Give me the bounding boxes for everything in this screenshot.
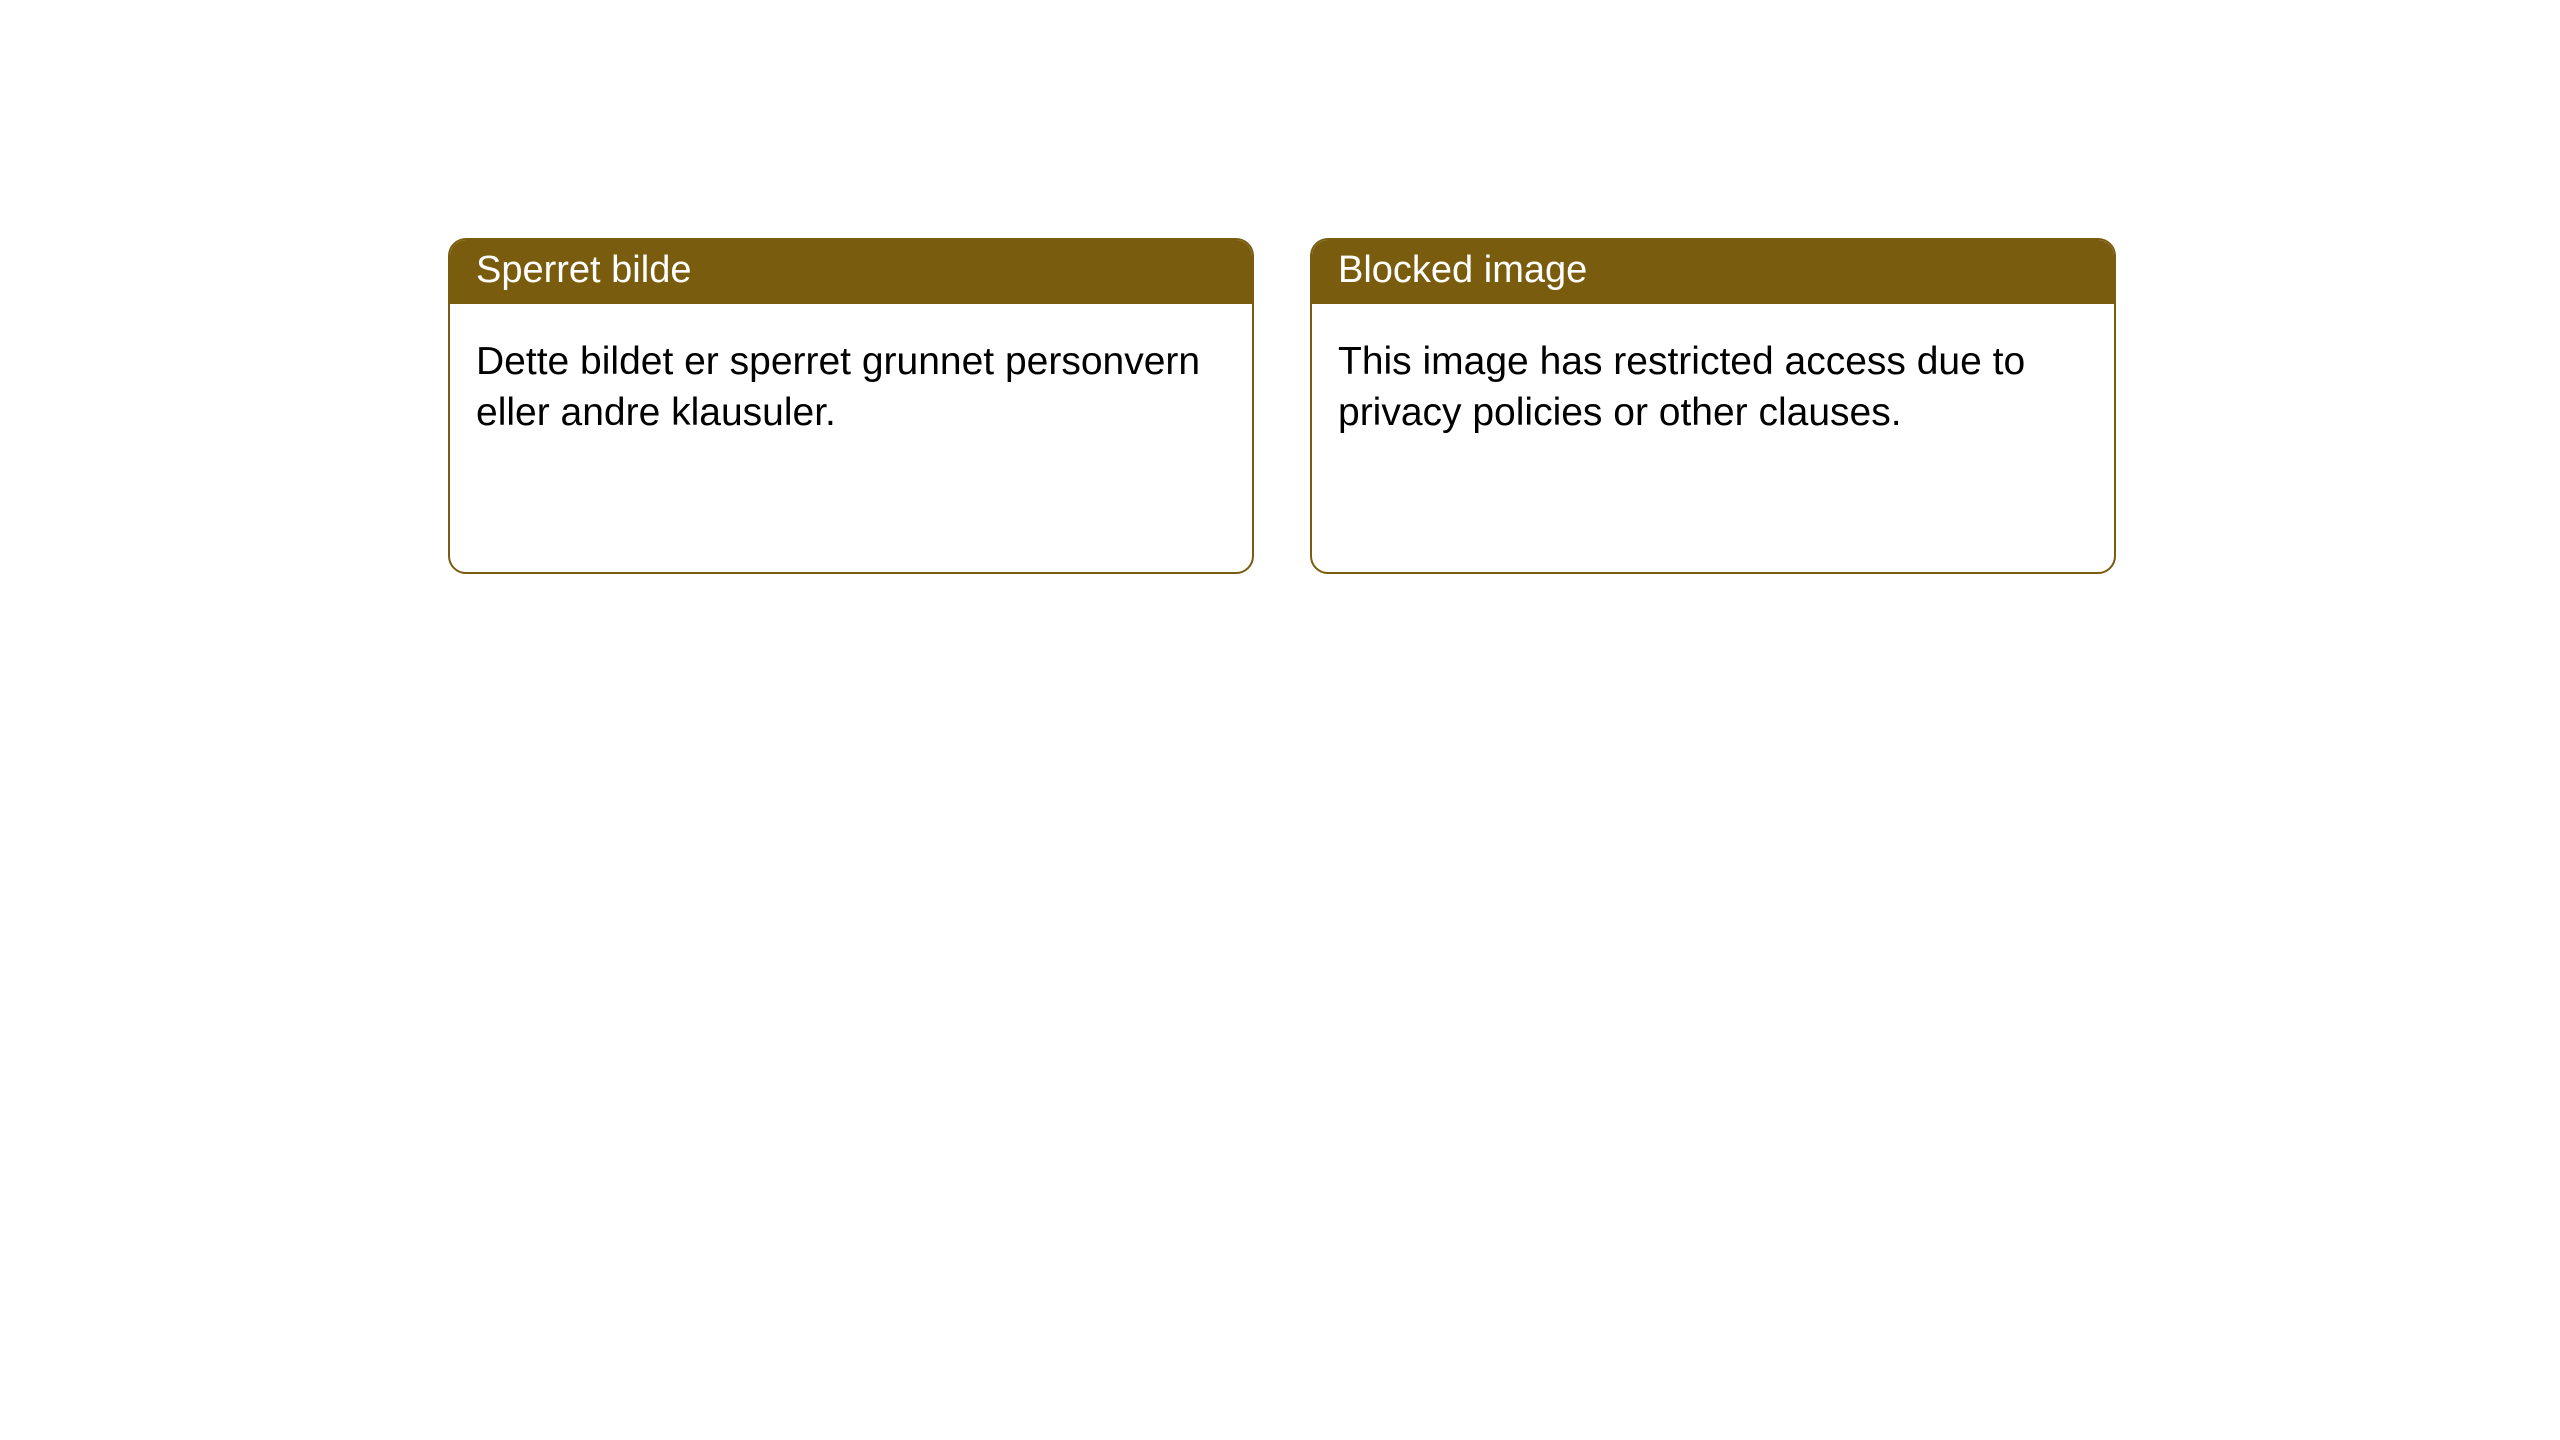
notice-header-english: Blocked image (1312, 240, 2114, 304)
notice-body-english: This image has restricted access due to … (1312, 304, 2114, 471)
notice-box-norwegian: Sperret bilde Dette bildet er sperret gr… (448, 238, 1254, 574)
notice-body-norwegian: Dette bildet er sperret grunnet personve… (450, 304, 1252, 471)
notices-container: Sperret bilde Dette bildet er sperret gr… (0, 0, 2560, 574)
notice-box-english: Blocked image This image has restricted … (1310, 238, 2116, 574)
notice-header-norwegian: Sperret bilde (450, 240, 1252, 304)
